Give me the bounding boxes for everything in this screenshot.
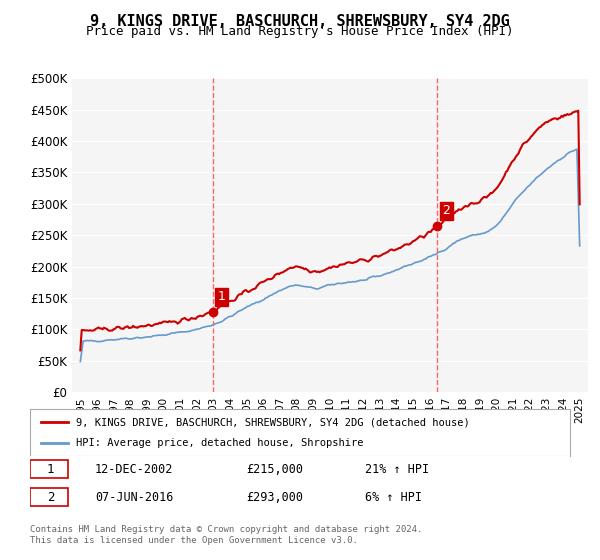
Text: 1: 1 — [218, 291, 226, 304]
Text: £293,000: £293,000 — [246, 491, 303, 504]
FancyBboxPatch shape — [30, 488, 68, 506]
Text: 1: 1 — [47, 463, 54, 476]
Text: HPI: Average price, detached house, Shropshire: HPI: Average price, detached house, Shro… — [76, 438, 364, 448]
Text: 9, KINGS DRIVE, BASCHURCH, SHREWSBURY, SY4 2DG (detached house): 9, KINGS DRIVE, BASCHURCH, SHREWSBURY, S… — [76, 417, 470, 427]
Text: £215,000: £215,000 — [246, 463, 303, 476]
Text: Contains HM Land Registry data © Crown copyright and database right 2024.
This d: Contains HM Land Registry data © Crown c… — [30, 525, 422, 545]
Text: 07-JUN-2016: 07-JUN-2016 — [95, 491, 173, 504]
Text: 12-DEC-2002: 12-DEC-2002 — [95, 463, 173, 476]
Text: 2: 2 — [47, 491, 54, 504]
Text: Price paid vs. HM Land Registry's House Price Index (HPI): Price paid vs. HM Land Registry's House … — [86, 25, 514, 38]
Text: 21% ↑ HPI: 21% ↑ HPI — [365, 463, 429, 476]
FancyBboxPatch shape — [30, 460, 68, 478]
Text: 9, KINGS DRIVE, BASCHURCH, SHREWSBURY, SY4 2DG: 9, KINGS DRIVE, BASCHURCH, SHREWSBURY, S… — [90, 14, 510, 29]
Text: 2: 2 — [442, 204, 450, 217]
Text: 6% ↑ HPI: 6% ↑ HPI — [365, 491, 422, 504]
